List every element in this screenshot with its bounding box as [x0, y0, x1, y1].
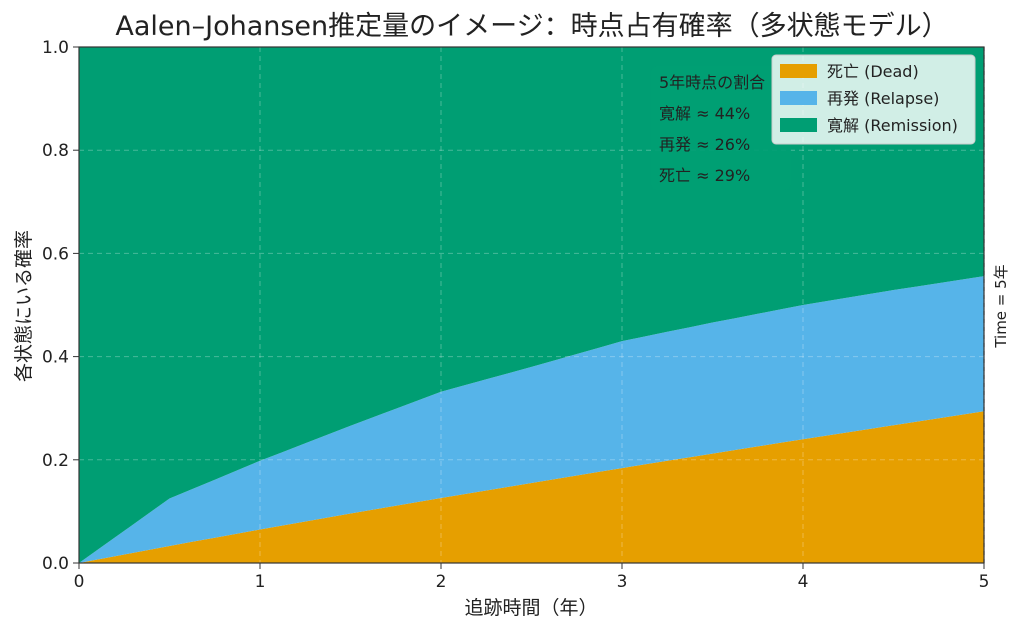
y-tick-label: 0.0 — [42, 554, 69, 574]
legend: 死亡 (Dead) 再発 (Relapse) 寛解 (Remission) — [771, 54, 976, 145]
legend-box — [771, 54, 976, 145]
x-tick-label: 5 — [979, 572, 990, 592]
legend-swatch — [780, 118, 817, 132]
y-tick-label: 0.2 — [42, 451, 69, 471]
area-0 — [79, 411, 984, 563]
x-axis-label: 追跡時間（年） — [464, 597, 597, 619]
annotation-line: 再発 ≈ 26% — [659, 135, 750, 154]
plot-frame — [78, 46, 985, 564]
x-tick-label: 4 — [798, 572, 809, 592]
time-marker-label: Time = 5年 — [992, 264, 1010, 348]
legend-entry: 寛解 (Remission) — [827, 116, 958, 135]
time-marker: Time = 5年 — [983, 47, 1010, 563]
legend-swatch — [780, 64, 817, 78]
y-tick-label: 1.0 — [42, 38, 69, 58]
annotation-line: 寛解 ≈ 44% — [659, 104, 750, 123]
y-axis-label: 各状態にいる確率 — [13, 230, 35, 382]
legend-swatch — [780, 91, 817, 105]
x-tick-label: 3 — [617, 572, 628, 592]
x-tick-label: 0 — [74, 572, 85, 592]
chart-title: Aalen–Johansen推定量のイメージ：時点占有確率（多状態モデル） — [115, 11, 948, 42]
area-1 — [79, 276, 984, 563]
x-tick-label: 2 — [436, 572, 447, 592]
annotation-background — [651, 66, 791, 190]
y-tick-label: 0.4 — [42, 348, 69, 368]
y-tick-label: 0.6 — [42, 244, 69, 264]
axes: 0 1 2 3 4 5 0.0 0.2 0.4 0.6 0.8 1.0 — [42, 38, 989, 592]
annotation-line: 死亡 ≈ 29% — [659, 166, 750, 185]
x-tick-label: 1 — [255, 572, 266, 592]
legend-entry: 再発 (Relapse) — [827, 89, 939, 108]
annotation-heading: 5年時点の割合 — [659, 73, 765, 92]
legend-entry: 死亡 (Dead) — [827, 62, 919, 81]
y-tick-label: 0.8 — [42, 141, 69, 161]
